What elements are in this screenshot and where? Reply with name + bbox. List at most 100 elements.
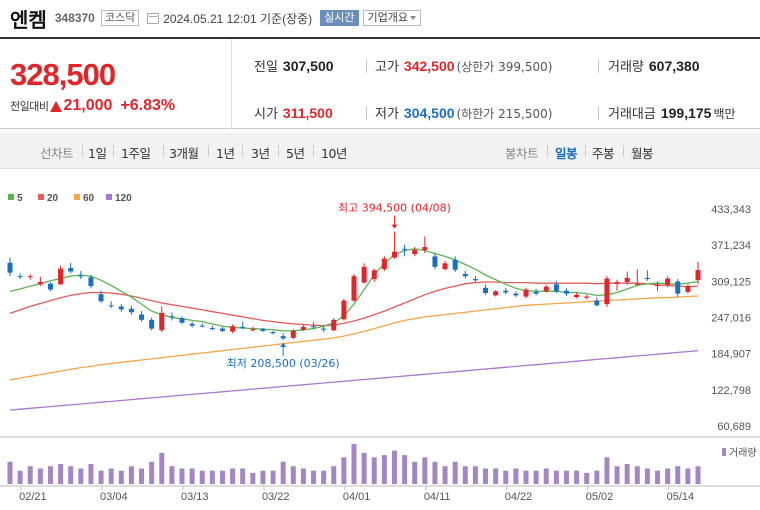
divider — [208, 145, 209, 157]
divider — [278, 145, 279, 157]
candle-body — [685, 286, 691, 292]
candle-body — [574, 294, 580, 298]
stat-label: 거래량 — [608, 60, 644, 75]
candle-body — [543, 286, 549, 292]
volume-bar — [604, 457, 610, 484]
range-1y[interactable]: 1년 — [216, 146, 235, 161]
volume-bar — [260, 470, 266, 484]
volume-bar — [88, 464, 94, 484]
volume-bar — [634, 466, 640, 484]
divider — [163, 145, 164, 157]
volume-bar — [574, 470, 580, 484]
stat-prev-close: 전일 307,500 — [254, 56, 334, 75]
volume-bar — [503, 470, 509, 484]
range-5y[interactable]: 5년 — [286, 146, 305, 161]
candle-body — [655, 284, 661, 287]
stat-value: 304,500 — [403, 105, 455, 121]
volume-bar — [159, 452, 165, 484]
candle-body — [260, 329, 266, 331]
candle-body — [665, 278, 671, 285]
candle-body — [624, 277, 630, 282]
candle-body — [432, 256, 438, 267]
volume-bar — [665, 468, 671, 484]
volume-bar — [402, 455, 408, 484]
x-tick-label: 04/22 — [505, 491, 533, 503]
range-10y[interactable]: 10년 — [321, 146, 347, 161]
candle-chart-label[interactable]: 봉차트 — [505, 146, 539, 161]
stat-label: 전일 — [254, 60, 278, 75]
range-3y[interactable]: 3년 — [251, 146, 270, 161]
chart-toolbar: 선차트 1일 1주일 3개월 1년 3년 5년 10년 봉차트 일봉 주봉 월봉 — [0, 133, 760, 169]
line-chart-label[interactable]: 선차트 — [40, 146, 74, 161]
candle-body — [584, 296, 590, 298]
legend-label: 20 — [47, 193, 59, 204]
candle-body — [189, 323, 195, 326]
volume-bar — [513, 468, 519, 484]
realtime-button[interactable]: 실시간 — [320, 10, 359, 26]
candle-body — [503, 290, 509, 293]
volume-bar — [17, 470, 23, 484]
company-overview-button[interactable]: 기업개요 — [362, 10, 422, 26]
candle-body — [341, 300, 347, 320]
volume-bars: 거래량 — [7, 444, 757, 484]
x-axis: 02/21 03/04 03/13 03/22 04/01 04/11 04/22 05/02… — [19, 486, 694, 503]
volume-bar — [563, 470, 569, 484]
x-tick-label: 03/04 — [100, 491, 128, 503]
volume-bar — [472, 466, 478, 484]
candle-body — [159, 312, 165, 331]
y-axis: 433,343 371,234 309,125 247,016 184,907 122,7… — [711, 204, 751, 433]
ma5-line — [9, 248, 699, 332]
y-tick-label: 309,125 — [711, 276, 751, 288]
y-tick-label: 247,016 — [711, 313, 751, 325]
calendar-icon — [147, 12, 160, 24]
period-monthly[interactable]: 월봉 — [631, 146, 654, 161]
divider — [366, 106, 367, 120]
candle-body — [47, 283, 53, 290]
volume-bar — [452, 461, 458, 484]
volume-bar — [341, 457, 347, 484]
y-tick-label: 122,798 — [711, 385, 751, 397]
price-block: 328,500 전일대비 21,000 +6.83% — [0, 39, 232, 129]
legend-swatch — [8, 194, 14, 200]
range-1d[interactable]: 1일 — [88, 146, 107, 161]
legend-swatch — [106, 194, 112, 200]
volume-bar — [78, 468, 84, 484]
candle-body — [139, 314, 145, 320]
candle-body — [381, 258, 387, 270]
candle-body — [472, 279, 478, 281]
x-tick-label: 03/22 — [262, 491, 290, 503]
chart-annotations: 최고 394,500 (04/08) 최저 208,500 (03/26) — [227, 202, 451, 370]
stat-label: 저가 — [375, 107, 399, 122]
volume-bar — [614, 466, 620, 484]
high-arrow-icon — [391, 224, 398, 229]
high-annotation-label: 최고 394,500 (04/08) — [338, 202, 451, 215]
change-percent: +6.83% — [120, 97, 176, 114]
volume-bar — [270, 470, 276, 484]
divider — [113, 145, 114, 157]
stat-label: 시가 — [254, 107, 278, 122]
ma120-line — [9, 350, 699, 411]
candle-body — [149, 319, 155, 329]
volume-bar — [68, 466, 74, 484]
volume-bar — [219, 470, 225, 484]
volume-bar — [543, 468, 549, 484]
divider — [547, 145, 548, 157]
stat-amount: 거래대금 199,175 백만 — [608, 103, 736, 122]
candle-body — [7, 262, 13, 273]
candle-body — [644, 277, 650, 280]
candle-body — [169, 316, 175, 318]
volume-bar — [280, 461, 286, 484]
y-tick-label: 371,234 — [711, 240, 751, 252]
period-weekly[interactable]: 주봉 — [592, 146, 615, 161]
period-daily[interactable]: 일봉 — [555, 146, 578, 161]
volume-bar — [412, 461, 418, 484]
range-1w[interactable]: 1주일 — [121, 146, 151, 161]
volume-label: 거래량 — [729, 447, 757, 459]
low-annotation-label: 최저 208,500 (03/26) — [227, 357, 340, 370]
candle-body — [17, 276, 23, 278]
chart-legend: 5 20 60 120 — [8, 193, 132, 204]
change-value: 21,000 — [63, 97, 113, 114]
candle-body — [300, 326, 306, 330]
range-3m[interactable]: 3개월 — [169, 146, 199, 161]
candle-body — [209, 327, 215, 330]
